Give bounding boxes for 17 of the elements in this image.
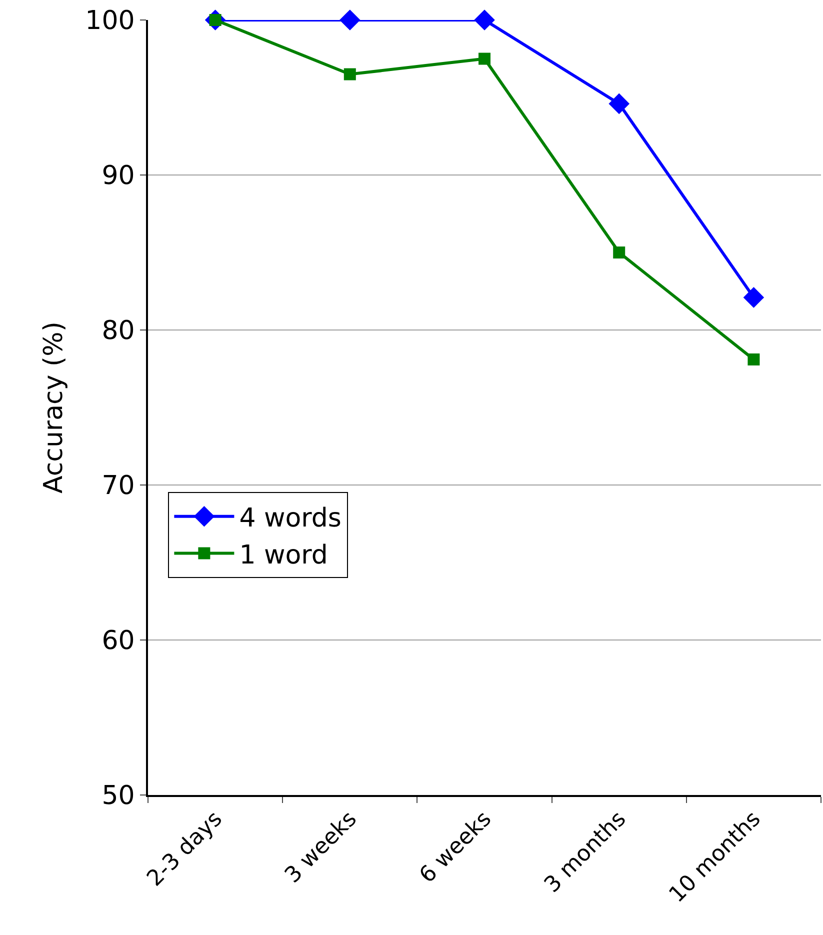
legend-label: 1 word	[239, 540, 328, 570]
y-tick-label: 100	[85, 6, 135, 36]
point	[748, 353, 760, 366]
point	[478, 52, 490, 65]
y-axis-title: Accuracy (%)	[39, 322, 70, 494]
y-tick-label: 60	[102, 626, 135, 656]
y-tick-label: 90	[102, 161, 135, 192]
point	[344, 68, 356, 80]
y-tick-label: 70	[102, 471, 135, 502]
legend-label: 4 words	[239, 504, 342, 534]
point	[340, 10, 360, 30]
y-tick-label: 80	[102, 316, 135, 346]
y-tick-label: 50	[102, 781, 135, 812]
point	[743, 287, 764, 308]
point	[608, 93, 630, 114]
point	[474, 10, 495, 30]
point	[613, 246, 626, 258]
